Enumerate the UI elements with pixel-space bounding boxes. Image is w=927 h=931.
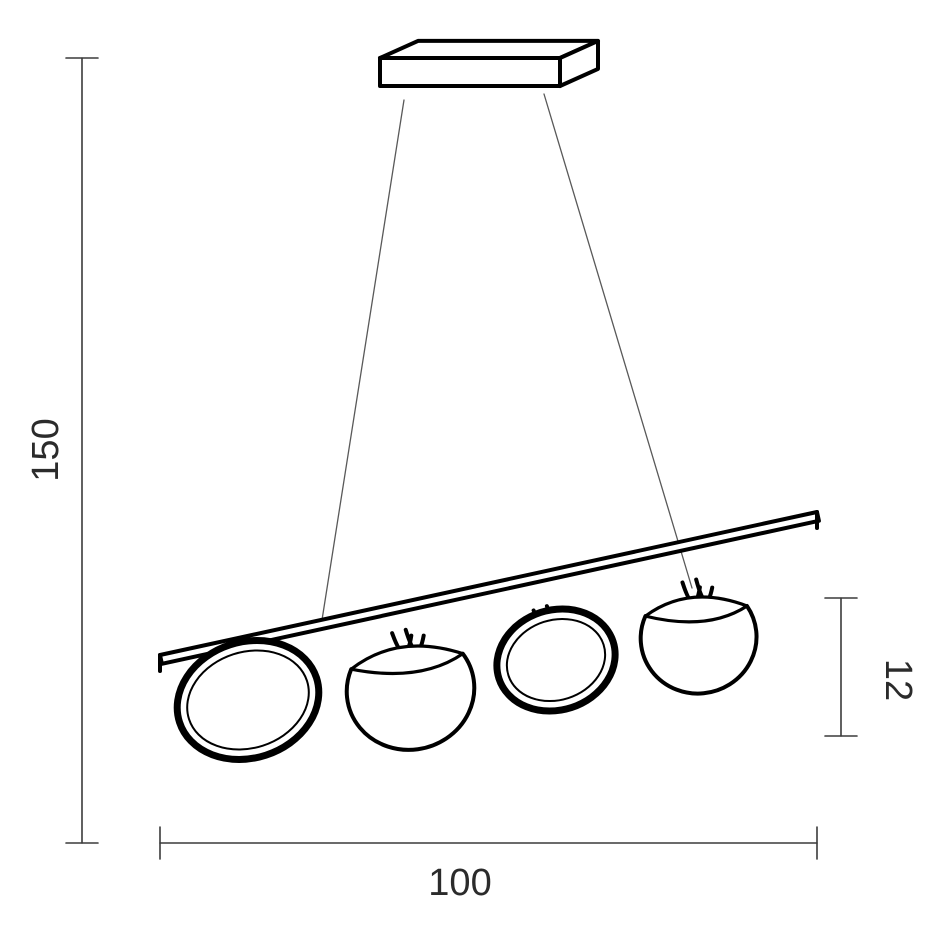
dimensions.height_label: 150 (25, 418, 67, 481)
dimensions.width_label: 100 (428, 862, 491, 904)
ceiling-mount (380, 41, 598, 86)
lamp-head-4 (630, 570, 767, 705)
suspension-cables (322, 94, 692, 620)
dimensions.fixture_height_label: 12 (877, 659, 919, 701)
lamp-head-3 (482, 590, 628, 726)
technical-diagram: 150 100 12 (0, 0, 927, 931)
lamp-head-1 (162, 623, 335, 778)
lamp-head-2 (334, 617, 487, 764)
lamp-heads (162, 570, 767, 778)
